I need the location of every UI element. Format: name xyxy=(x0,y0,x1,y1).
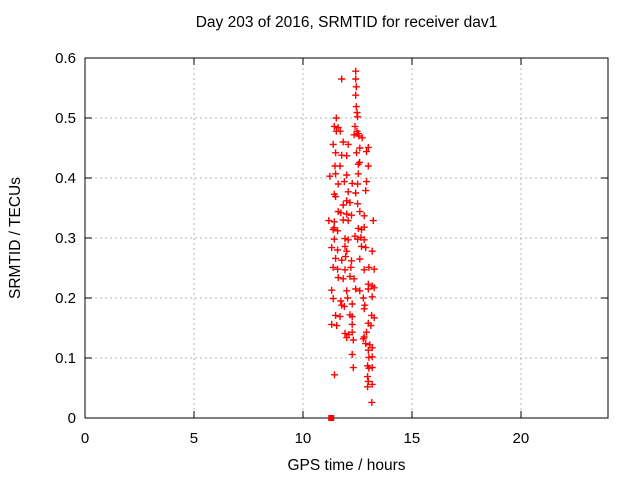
zero-square-marker xyxy=(328,415,335,421)
y-tick-label: 0.3 xyxy=(55,230,76,247)
x-tick-label: 0 xyxy=(81,430,89,447)
x-axis-label: GPS time / hours xyxy=(287,457,406,474)
y-tick-label: 0.5 xyxy=(55,110,76,127)
y-tick-label: 0 xyxy=(68,410,76,427)
y-tick-label: 0.4 xyxy=(55,170,76,187)
x-tick-label: 5 xyxy=(190,430,198,447)
y-tick-label: 0.2 xyxy=(55,290,76,307)
x-tick-label: 20 xyxy=(512,430,529,447)
x-tick-label: 10 xyxy=(295,430,312,447)
srmtid-plus-markers xyxy=(325,67,378,406)
chart-title: Day 203 of 2016, SRMTID for receiver dav… xyxy=(195,14,498,31)
y-tick-label: 0.6 xyxy=(55,50,76,67)
x-tick-label: 15 xyxy=(404,430,421,447)
plot-border xyxy=(84,57,609,419)
y-tick-label: 0.1 xyxy=(55,350,76,367)
